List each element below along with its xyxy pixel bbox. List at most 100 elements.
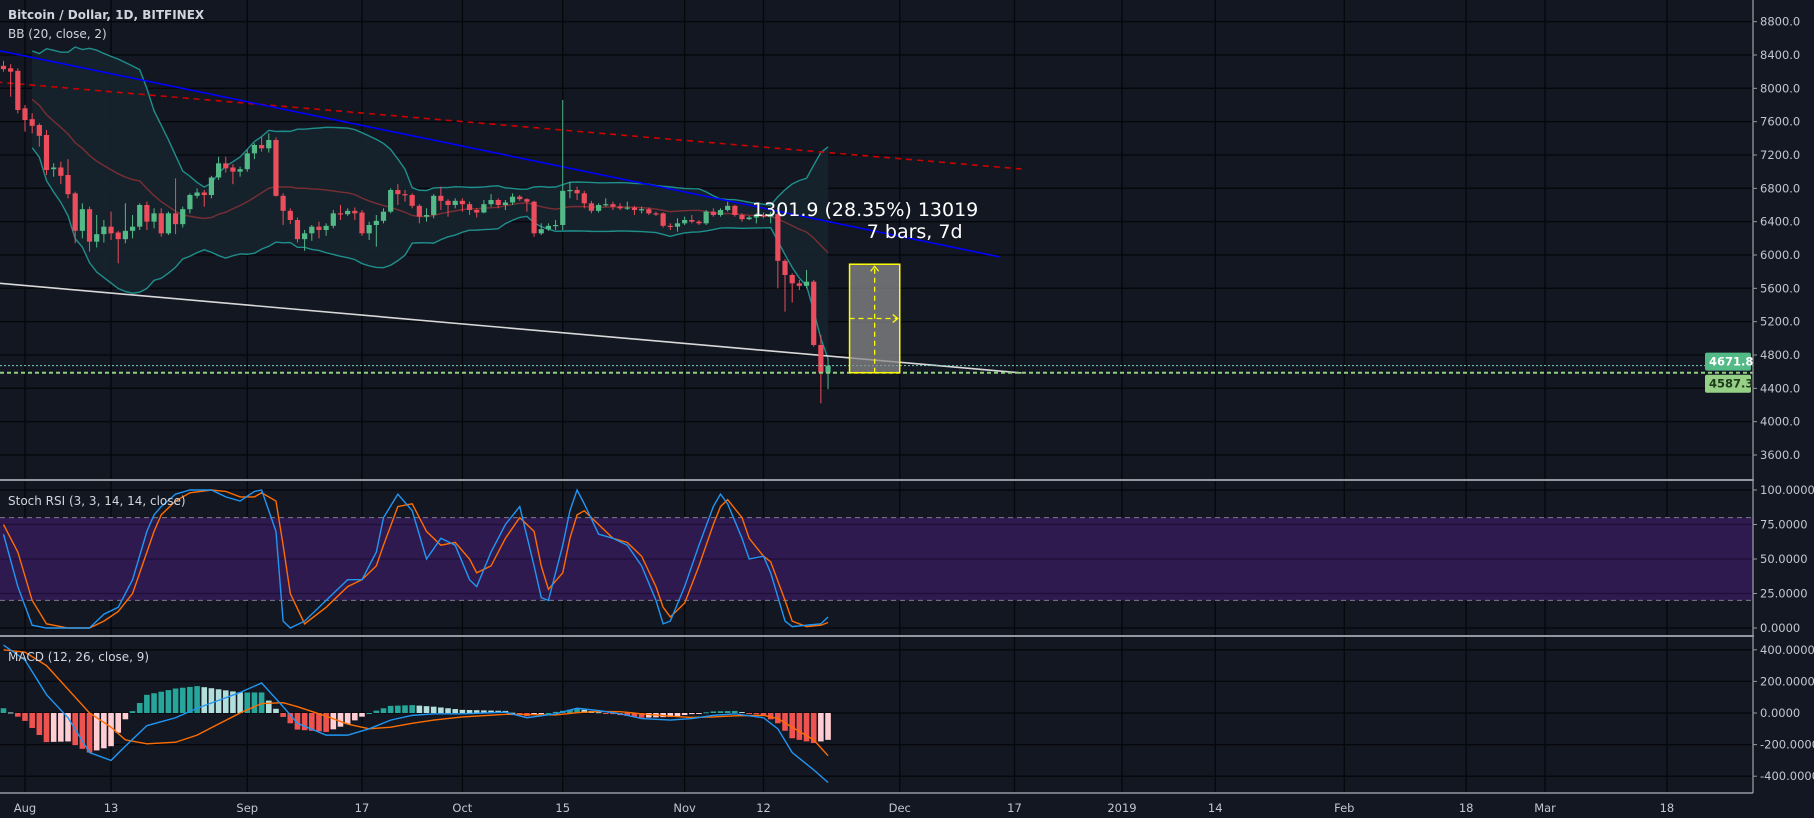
macd-histogram-bar <box>208 688 215 713</box>
macd-histogram-bar <box>344 713 351 725</box>
candle-body <box>223 163 229 169</box>
date-axis-label[interactable]: 18 <box>1459 801 1474 815</box>
date-axis-label[interactable]: 14 <box>1208 801 1223 815</box>
candle-body <box>29 119 35 126</box>
price-axis[interactable] <box>1754 0 1814 818</box>
candle-body <box>775 214 781 261</box>
macd-histogram-bar <box>251 692 258 713</box>
candle <box>172 178 179 235</box>
candle <box>266 133 272 153</box>
date-axis-label[interactable]: 17 <box>1007 801 1022 815</box>
macd-histogram-bar <box>732 710 738 713</box>
date-axis-label[interactable]: Aug <box>14 801 36 815</box>
bb-basis-line <box>31 98 829 254</box>
candle <box>237 166 243 177</box>
candle <box>94 215 100 248</box>
macd-histogram-bar <box>753 713 760 715</box>
candle-body <box>273 140 279 196</box>
macd-histogram-bar <box>681 713 688 716</box>
candle <box>215 156 222 180</box>
macd-histogram-bar <box>624 713 631 716</box>
candle <box>165 211 171 235</box>
candle-body <box>567 190 573 192</box>
date-axis-label[interactable]: 13 <box>104 801 119 815</box>
candle-body <box>768 214 774 217</box>
date-axis-label[interactable]: Sep <box>236 801 258 815</box>
price-axis-label: 8000.0 <box>1760 81 1800 95</box>
macd-histogram-bar <box>273 708 279 713</box>
candle-body <box>725 205 731 210</box>
date-axis-label[interactable]: 12 <box>756 801 771 815</box>
candle <box>610 201 616 210</box>
candle <box>409 193 415 209</box>
macd-histogram-bar <box>0 708 7 713</box>
date-axis-label[interactable]: 18 <box>1660 801 1675 815</box>
candle-body <box>180 209 186 225</box>
bb-indicator-label[interactable]: BB (20, close, 2) <box>8 27 107 41</box>
stoch-k-line <box>2 488 829 629</box>
candle <box>603 198 609 207</box>
candle <box>588 200 595 214</box>
candle <box>101 220 107 243</box>
date-axis-label[interactable]: Mar <box>1534 801 1556 815</box>
macd-axis-label: -200.0000 <box>1760 738 1814 752</box>
candle <box>581 190 587 209</box>
date-axis-label[interactable]: Feb <box>1334 801 1354 815</box>
candle <box>667 223 673 230</box>
candle-body <box>596 205 602 211</box>
trendline-blue[interactable] <box>0 49 1001 258</box>
macd-histogram-bar <box>445 708 451 713</box>
candle-body <box>803 281 810 286</box>
axes[interactable]: 8800.0 8400.0 8000.0 7600.0 7200.0 6800.0 6400… <box>14 0 1814 818</box>
macd-histogram-bar <box>667 713 674 717</box>
price-axis-label: 7200.0 <box>1760 148 1800 162</box>
macd-histogram-bar <box>803 713 810 742</box>
candle <box>316 221 322 239</box>
macd-label[interactable]: MACD (12, 26, close, 9) <box>8 650 150 664</box>
macd-axis-label: 400.0000 <box>1760 643 1814 657</box>
candle <box>739 213 745 222</box>
candle-body <box>302 233 308 240</box>
date-axis-label[interactable]: 15 <box>555 801 570 815</box>
symbol-title[interactable]: Bitcoin / Dollar, 1D, BITFINEX <box>8 8 205 22</box>
candle-body <box>8 68 14 72</box>
macd-histogram-bar <box>796 713 803 740</box>
candle <box>710 208 716 217</box>
date-axis-label[interactable]: 2019 <box>1107 801 1136 815</box>
candle <box>646 207 652 215</box>
candle-body <box>51 167 57 170</box>
macd-histogram-bar <box>631 713 638 717</box>
candle-body <box>208 177 215 195</box>
candle-body <box>739 215 745 220</box>
candle-body <box>466 204 473 210</box>
price-axis-label: 3600.0 <box>1760 448 1800 462</box>
date-axis-label[interactable]: 17 <box>355 801 370 815</box>
candle <box>732 205 738 217</box>
candle <box>43 130 50 175</box>
candle-body <box>345 210 351 215</box>
candle <box>682 216 688 225</box>
last-price-label: 4671.8 <box>1709 355 1753 369</box>
candle <box>674 218 681 232</box>
date-axis-label[interactable]: Nov <box>673 801 696 815</box>
candle-body <box>746 217 752 220</box>
macd-histogram-bar <box>108 713 114 747</box>
candle <box>689 215 695 224</box>
stoch-rsi-label[interactable]: Stoch RSI (3, 3, 14, 14, close) <box>8 494 186 508</box>
candle-body <box>395 190 401 195</box>
candle <box>287 208 293 225</box>
macd-histogram-bar <box>466 710 473 713</box>
date-axis-label[interactable]: Dec <box>889 801 911 815</box>
date-axis-label[interactable]: Oct <box>452 801 472 815</box>
macd-histogram-bar <box>610 713 616 715</box>
candle <box>782 259 788 312</box>
macd-histogram-bar <box>595 712 602 714</box>
pane-separators[interactable] <box>0 0 1814 794</box>
macd-histogram-bar <box>165 690 172 713</box>
macd-histogram-bar <box>222 690 229 713</box>
price-axis-label: 6000.0 <box>1760 248 1800 262</box>
candle <box>509 193 516 205</box>
candle-body <box>237 169 243 172</box>
